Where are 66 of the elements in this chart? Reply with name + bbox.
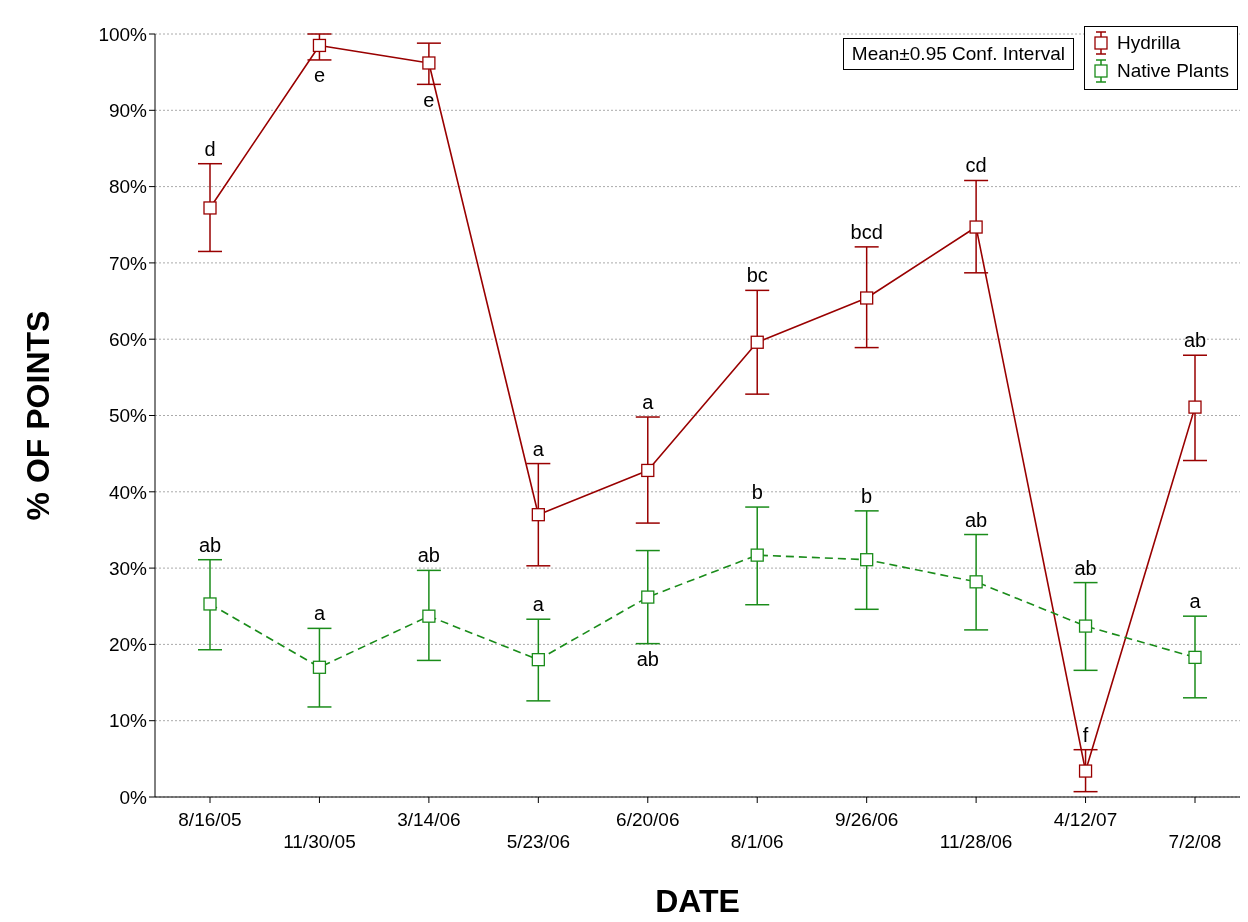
annotation: a bbox=[313, 602, 326, 625]
annotation: b bbox=[751, 481, 763, 504]
annotation: f bbox=[1082, 723, 1089, 746]
y-tick-label: 20% bbox=[108, 634, 148, 656]
y-tick-label: 60% bbox=[108, 328, 148, 350]
annotation: bcd bbox=[850, 220, 883, 243]
y-tick-label: 50% bbox=[108, 405, 148, 427]
annotation: d bbox=[204, 137, 216, 160]
x-tick-label: 7/2/08 bbox=[1168, 831, 1222, 853]
x-tick-label: 8/1/06 bbox=[730, 831, 784, 853]
point bbox=[860, 291, 874, 305]
y-tick-label: 40% bbox=[108, 481, 148, 503]
y-tick-label: 0% bbox=[119, 786, 148, 808]
x-tick-label: 4/12/07 bbox=[1053, 809, 1118, 831]
point bbox=[531, 508, 545, 522]
point bbox=[860, 553, 874, 567]
point bbox=[1078, 764, 1093, 778]
annotation: ab bbox=[1183, 329, 1207, 352]
y-tick-label: 80% bbox=[108, 176, 148, 198]
annotation: a bbox=[1189, 590, 1202, 613]
x-axis-title: DATE bbox=[655, 883, 740, 919]
annotation: e bbox=[423, 88, 435, 111]
annotation: bc bbox=[746, 264, 768, 287]
y-tick-label: 30% bbox=[108, 557, 148, 579]
point bbox=[1078, 619, 1093, 633]
point bbox=[750, 335, 764, 349]
point bbox=[422, 609, 436, 623]
point bbox=[312, 38, 327, 53]
annotation: cd bbox=[965, 154, 987, 177]
point bbox=[641, 590, 655, 604]
y-tick-label: 100% bbox=[98, 23, 148, 45]
annotation: a bbox=[532, 593, 545, 616]
annotation: Mean±0.95 Conf. Interval bbox=[842, 38, 1075, 70]
annotation: ab bbox=[198, 533, 222, 556]
point bbox=[531, 653, 545, 667]
x-tick-label: 5/23/06 bbox=[506, 831, 571, 853]
y-axis-title: % OF POINTS bbox=[20, 310, 57, 521]
point bbox=[203, 201, 217, 215]
legend-label: Native Plants bbox=[1117, 60, 1229, 82]
x-tick-label: 11/28/06 bbox=[939, 831, 1013, 853]
y-tick-label: 10% bbox=[108, 710, 148, 732]
point bbox=[969, 575, 983, 589]
point bbox=[750, 548, 764, 562]
x-tick-label: 9/26/06 bbox=[834, 809, 899, 831]
annotation: a bbox=[642, 391, 655, 414]
x-tick-label: 11/30/05 bbox=[283, 831, 356, 853]
x-tick-label: 3/14/06 bbox=[397, 809, 461, 831]
annotation: ab bbox=[964, 508, 988, 531]
annotation: ab bbox=[1074, 556, 1097, 579]
point bbox=[969, 220, 983, 234]
annotation: ab bbox=[636, 647, 659, 670]
x-tick-label: 6/20/06 bbox=[616, 809, 680, 831]
annotation: b bbox=[861, 484, 873, 507]
point bbox=[422, 56, 436, 70]
y-tick-label: 70% bbox=[108, 252, 148, 274]
annotation: e bbox=[313, 64, 326, 87]
point bbox=[1188, 400, 1202, 414]
point bbox=[203, 597, 217, 611]
annotation: a bbox=[532, 437, 545, 460]
point bbox=[312, 660, 327, 674]
x-tick-label: 8/16/05 bbox=[178, 809, 242, 831]
y-tick-label: 90% bbox=[108, 100, 148, 122]
point bbox=[641, 463, 655, 478]
annotation: ab bbox=[417, 544, 441, 567]
legend-label: Hydrilla bbox=[1117, 32, 1181, 54]
point bbox=[1188, 650, 1202, 665]
